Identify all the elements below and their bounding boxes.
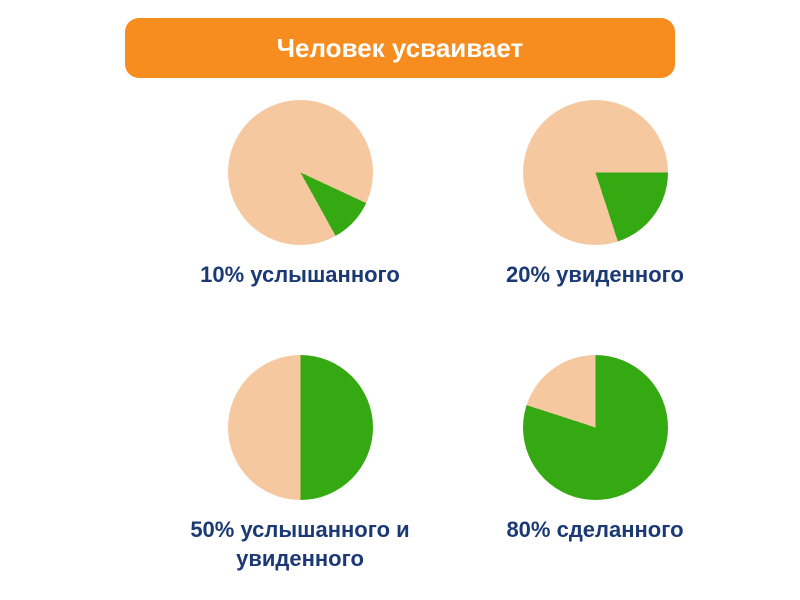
chart-heard-seen-label: 50% услышанного и увиденного (170, 516, 430, 573)
chart-heard-seen-container: 50% услышанного и увиденного (170, 355, 430, 573)
chart-heard-container: 10% услышанного (170, 100, 430, 290)
chart-heard-label: 10% услышанного (170, 261, 430, 290)
chart-done-label: 80% сделанного (480, 516, 710, 545)
header-banner: Человек усваивает (125, 18, 675, 78)
header-title: Человек усваивает (277, 33, 523, 64)
chart-heard-seen-pie (228, 355, 373, 500)
chart-seen-pie (523, 100, 668, 245)
chart-done-pie (523, 355, 668, 500)
chart-seen-container: 20% увиденного (480, 100, 710, 290)
chart-heard-pie (228, 100, 373, 245)
chart-seen-label: 20% увиденного (480, 261, 710, 290)
chart-done-container: 80% сделанного (480, 355, 710, 545)
